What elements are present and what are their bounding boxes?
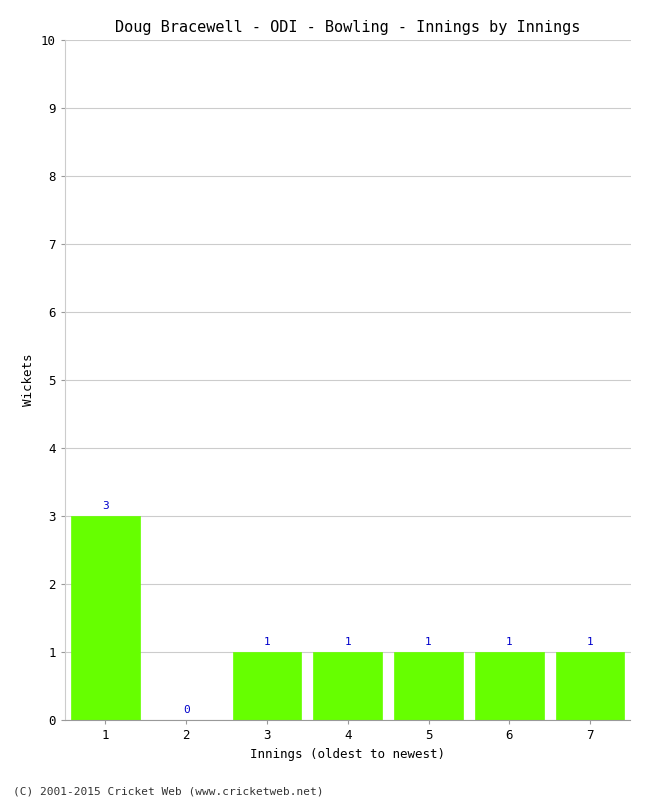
Bar	[475, 652, 543, 720]
Text: 0: 0	[183, 705, 190, 714]
Bar	[313, 652, 382, 720]
Text: 1: 1	[587, 637, 593, 646]
Bar	[394, 652, 463, 720]
Bar	[233, 652, 302, 720]
Text: (C) 2001-2015 Cricket Web (www.cricketweb.net): (C) 2001-2015 Cricket Web (www.cricketwe…	[13, 786, 324, 796]
Title: Doug Bracewell - ODI - Bowling - Innings by Innings: Doug Bracewell - ODI - Bowling - Innings…	[115, 20, 580, 34]
Text: 3: 3	[102, 501, 109, 510]
Text: 1: 1	[425, 637, 432, 646]
Y-axis label: Wickets: Wickets	[22, 354, 35, 406]
Text: 1: 1	[264, 637, 270, 646]
X-axis label: Innings (oldest to newest): Innings (oldest to newest)	[250, 747, 445, 761]
Bar	[556, 652, 625, 720]
Bar	[71, 516, 140, 720]
Text: 1: 1	[344, 637, 351, 646]
Text: 1: 1	[506, 637, 513, 646]
